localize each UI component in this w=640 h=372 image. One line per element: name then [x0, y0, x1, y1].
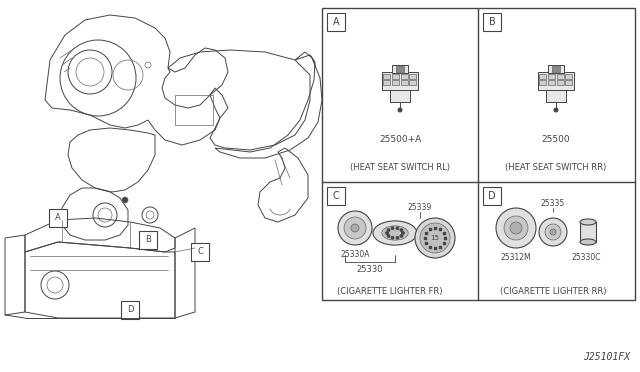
- Bar: [383, 80, 390, 85]
- Text: J25101FX: J25101FX: [583, 352, 630, 362]
- Bar: [191, 243, 209, 261]
- Text: (CIGARETTE LIGHTER FR): (CIGARETTE LIGHTER FR): [337, 287, 443, 296]
- Bar: [483, 13, 501, 31]
- Bar: [49, 209, 67, 227]
- Circle shape: [338, 211, 372, 245]
- Bar: [539, 80, 546, 85]
- Circle shape: [391, 236, 394, 239]
- Text: 25330C: 25330C: [572, 253, 601, 262]
- Bar: [409, 74, 416, 79]
- Text: (HEAT SEAT SWITCH RL): (HEAT SEAT SWITCH RL): [350, 163, 450, 172]
- Text: 25500+A: 25500+A: [379, 135, 421, 144]
- Circle shape: [396, 236, 399, 239]
- Bar: [552, 66, 560, 72]
- Circle shape: [351, 224, 359, 232]
- Bar: [121, 301, 139, 319]
- Bar: [557, 74, 564, 79]
- Bar: [401, 74, 408, 79]
- Bar: [139, 231, 157, 249]
- Bar: [383, 74, 390, 79]
- Text: A: A: [55, 214, 61, 222]
- Circle shape: [396, 227, 399, 230]
- Bar: [392, 65, 408, 73]
- Circle shape: [504, 216, 528, 240]
- Circle shape: [415, 218, 455, 258]
- Circle shape: [398, 108, 402, 112]
- Text: B: B: [488, 17, 495, 27]
- Circle shape: [344, 217, 366, 239]
- Bar: [548, 74, 555, 79]
- Circle shape: [420, 223, 450, 253]
- Polygon shape: [546, 90, 566, 102]
- Bar: [327, 13, 345, 31]
- Bar: [401, 80, 408, 85]
- Polygon shape: [538, 72, 574, 90]
- Text: 25312M: 25312M: [500, 253, 531, 262]
- Bar: [539, 74, 546, 79]
- Text: (CIGARETTE LIGHTER RR): (CIGARETTE LIGHTER RR): [500, 287, 606, 296]
- Text: 25500: 25500: [541, 135, 570, 144]
- Text: D: D: [127, 305, 133, 314]
- Text: D: D: [488, 191, 496, 201]
- Bar: [392, 80, 399, 85]
- Bar: [548, 80, 555, 85]
- Circle shape: [401, 231, 404, 234]
- Text: C: C: [333, 191, 339, 201]
- Bar: [409, 80, 416, 85]
- Polygon shape: [390, 90, 410, 102]
- Text: 25330A: 25330A: [340, 250, 370, 259]
- Circle shape: [496, 208, 536, 248]
- Bar: [322, 8, 635, 300]
- Bar: [565, 80, 572, 85]
- Text: (HEAT SEAT SWITCH RR): (HEAT SEAT SWITCH RR): [506, 163, 607, 172]
- Text: C: C: [197, 247, 203, 257]
- Ellipse shape: [382, 226, 408, 240]
- Circle shape: [400, 228, 403, 231]
- Text: 25330: 25330: [356, 265, 383, 274]
- Bar: [548, 65, 564, 73]
- Ellipse shape: [373, 221, 417, 245]
- Circle shape: [510, 222, 522, 234]
- Circle shape: [539, 218, 567, 246]
- Circle shape: [385, 231, 388, 234]
- Circle shape: [391, 227, 394, 230]
- Circle shape: [387, 234, 390, 237]
- Ellipse shape: [580, 239, 596, 245]
- Bar: [392, 74, 399, 79]
- Text: 15: 15: [431, 235, 440, 241]
- Bar: [580, 222, 596, 242]
- Bar: [327, 187, 345, 205]
- Text: B: B: [145, 235, 151, 244]
- Circle shape: [400, 234, 403, 237]
- Circle shape: [554, 108, 558, 112]
- Text: 25335: 25335: [541, 199, 565, 208]
- Bar: [565, 74, 572, 79]
- Ellipse shape: [580, 219, 596, 225]
- Bar: [396, 66, 404, 72]
- Bar: [483, 187, 501, 205]
- Polygon shape: [382, 72, 418, 90]
- Circle shape: [122, 197, 128, 203]
- Bar: [557, 80, 564, 85]
- Text: A: A: [333, 17, 339, 27]
- Bar: [175, 95, 213, 125]
- Text: 25339: 25339: [408, 203, 432, 212]
- Circle shape: [550, 229, 556, 235]
- Circle shape: [545, 224, 561, 240]
- Circle shape: [387, 228, 390, 231]
